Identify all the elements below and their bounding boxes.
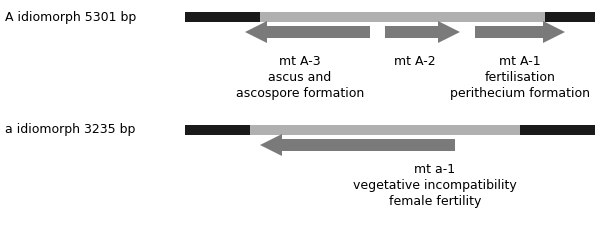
Bar	[520, 125, 595, 135]
Bar	[185, 12, 260, 22]
Bar	[185, 12, 595, 22]
Text: mt A-2: mt A-2	[394, 55, 436, 68]
Text: a idiomorph 3235 bp: a idiomorph 3235 bp	[5, 124, 136, 137]
FancyArrow shape	[245, 21, 370, 43]
Text: mt A-1
fertilisation
perithecium formation: mt A-1 fertilisation perithecium formati…	[450, 55, 590, 100]
Bar	[185, 125, 595, 135]
Text: A idiomorph 5301 bp: A idiomorph 5301 bp	[5, 11, 136, 24]
Bar	[545, 12, 595, 22]
Text: mt A-3
ascus and
ascospore formation: mt A-3 ascus and ascospore formation	[236, 55, 364, 100]
FancyArrow shape	[385, 21, 460, 43]
Bar	[185, 125, 250, 135]
FancyArrow shape	[475, 21, 565, 43]
FancyArrow shape	[260, 134, 455, 156]
Text: mt a-1
vegetative incompatibility
female fertility: mt a-1 vegetative incompatibility female…	[353, 163, 517, 208]
